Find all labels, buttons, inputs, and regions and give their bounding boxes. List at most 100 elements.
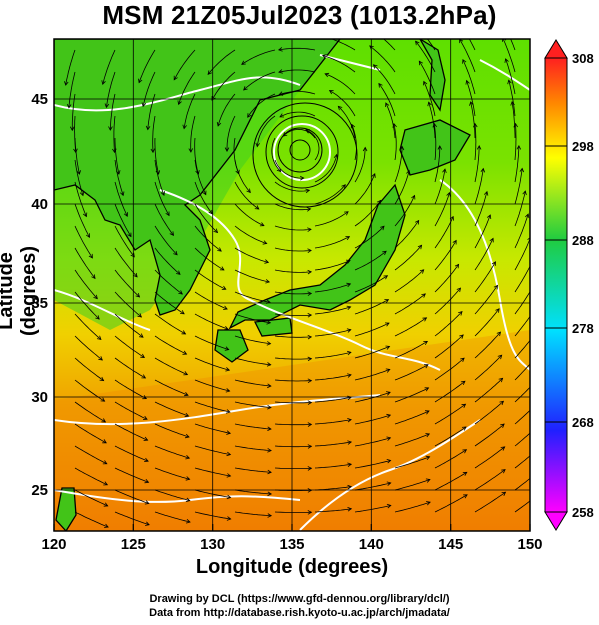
streamline <box>207 49 236 75</box>
streamline <box>434 357 465 381</box>
streamline-arrowhead <box>267 491 273 497</box>
streamline <box>113 115 116 153</box>
streamline-arrowhead <box>185 476 191 481</box>
streamline-arrowhead <box>307 248 312 254</box>
streamline-arrowhead <box>347 440 353 445</box>
streamline <box>508 80 516 117</box>
colorbar-tick-label: 298 <box>572 139 594 154</box>
streamline <box>274 379 312 382</box>
streamline <box>114 445 149 462</box>
streamline-arrowhead <box>267 383 272 389</box>
streamline-arrowhead <box>140 353 146 358</box>
streamline <box>423 81 436 117</box>
streamline-arrowhead <box>145 521 150 526</box>
streamline-arrowhead <box>224 325 229 331</box>
credit-drawing: Drawing by DCL (https://www.gfd-dennou.o… <box>149 593 450 605</box>
streamline <box>65 49 76 86</box>
streamline <box>434 287 461 315</box>
streamline-arrowhead <box>386 391 391 396</box>
streamline-arrowhead <box>425 478 431 483</box>
x-tick-label: 130 <box>200 536 225 553</box>
streamline-arrowhead <box>500 446 506 451</box>
streamline <box>194 335 229 350</box>
streamline-arrowhead <box>254 205 260 210</box>
streamline <box>474 191 488 227</box>
streamline-arrowhead <box>183 371 189 376</box>
streamline-arrowhead <box>100 397 106 402</box>
map-title: MSM 21Z05Jul2023 (1013.2hPa) <box>102 0 497 30</box>
streamline-arrowhead <box>307 291 313 296</box>
streamline <box>418 60 436 95</box>
streamline <box>314 260 351 271</box>
streamline <box>474 469 506 491</box>
streamline <box>329 90 356 117</box>
streamline-arrowhead <box>247 113 252 118</box>
x-tick-label: 140 <box>359 536 384 553</box>
streamline <box>114 423 148 441</box>
x-axis: 120 125 130 135 140 145 150 <box>41 524 543 553</box>
streamline <box>468 39 476 51</box>
streamline-arrowhead <box>142 415 148 420</box>
streamline <box>154 291 185 315</box>
streamline-arrowhead <box>362 146 368 152</box>
streamline-arrowhead <box>376 199 382 205</box>
streamline <box>514 409 530 425</box>
streamline <box>114 203 132 237</box>
streamline-arrowhead <box>226 430 232 435</box>
streamline-arrowhead <box>181 330 187 335</box>
streamline <box>474 238 494 271</box>
streamline-arrowhead <box>346 350 352 356</box>
streamline-arrowhead <box>69 126 75 132</box>
streamline-arrowhead <box>369 45 374 50</box>
colorbar-tick-label: 308 <box>572 51 594 66</box>
streamline-arrowhead <box>180 310 185 315</box>
streamline-arrowhead <box>399 145 405 151</box>
streamline-arrowhead <box>427 101 432 107</box>
streamline-arrowhead <box>458 310 463 316</box>
streamline <box>474 354 502 381</box>
streamline <box>256 115 276 147</box>
streamline-arrowhead <box>372 64 378 69</box>
streamline <box>234 489 272 495</box>
streamline-arrowhead <box>217 247 222 252</box>
streamline <box>154 247 181 275</box>
streamline-arrowhead <box>476 145 482 150</box>
streamline <box>274 181 310 192</box>
streamline <box>74 423 107 444</box>
streamline-arrowhead <box>184 433 190 439</box>
streamline <box>510 39 516 51</box>
streamline <box>154 313 186 335</box>
x-tick-label: 120 <box>41 536 66 553</box>
streamline <box>74 445 107 465</box>
streamline-arrowhead <box>344 211 349 216</box>
streamline <box>274 225 312 231</box>
streamline <box>433 123 437 161</box>
streamline <box>394 501 431 513</box>
streamline <box>74 467 108 486</box>
streamline-arrowhead <box>350 123 356 129</box>
streamline <box>109 93 116 131</box>
streamline-arrowhead <box>384 322 390 327</box>
streamline-arrowhead <box>202 190 207 196</box>
streamline-arrowhead <box>491 261 496 266</box>
streamline <box>462 59 476 95</box>
streamline-arrowhead <box>460 380 466 386</box>
streamline-arrowhead <box>347 373 352 378</box>
streamline-arrowhead <box>527 237 530 241</box>
streamline-arrowhead <box>98 356 103 361</box>
streamline <box>173 49 196 80</box>
streamline-arrowhead <box>137 313 143 318</box>
x-tick-label: 150 <box>517 536 542 553</box>
streamline-arrowhead <box>226 516 232 521</box>
streamline <box>234 357 271 366</box>
streamline <box>114 379 147 399</box>
streamline <box>426 39 436 51</box>
streamline-arrowhead <box>535 330 539 334</box>
streamline-arrowhead <box>182 350 188 355</box>
streamline <box>314 306 351 315</box>
streamline-arrowhead <box>525 213 530 219</box>
streamline <box>314 211 349 227</box>
streamline-arrowhead <box>423 340 429 346</box>
streamline <box>354 505 391 513</box>
streamline-arrowhead <box>160 191 165 196</box>
